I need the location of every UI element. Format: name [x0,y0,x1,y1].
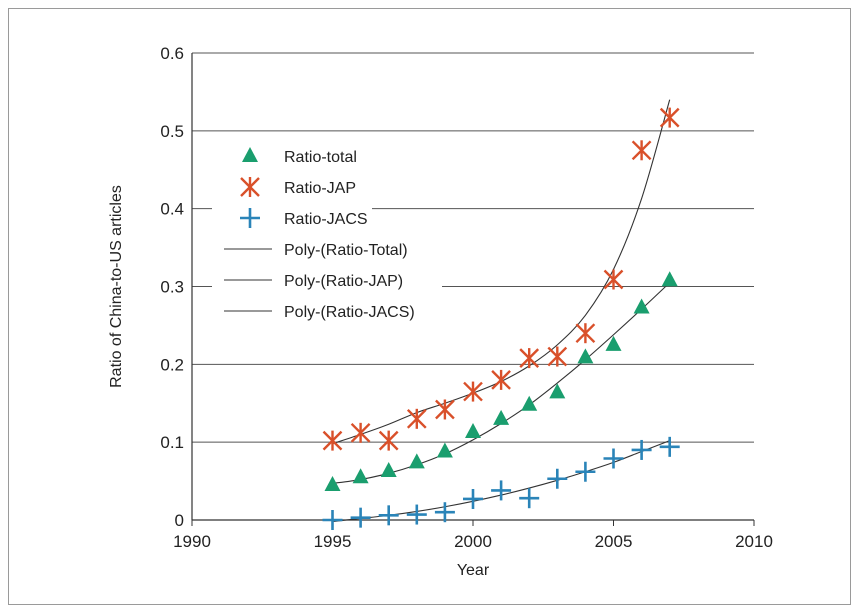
point-asterisk [406,408,427,429]
chart-frame [8,8,851,605]
point-triangle [661,271,678,287]
point-triangle [493,409,510,425]
point-triangle [521,395,538,411]
legend-item-bg [212,173,372,199]
legend-label: Ratio-JAP [284,180,356,197]
legend-marker [240,177,260,197]
point-asterisk [322,430,343,451]
legend-item: Ratio-total [212,142,372,168]
point-plus [322,510,343,530]
point-plus [631,439,652,460]
x-axis-label: Year [457,562,490,579]
y-tick-label: 0.4 [160,200,184,219]
legend-item: Ratio-JACS [212,204,372,230]
y-tick-label: 0.2 [160,355,184,374]
legend-item: Ratio-JAP [212,173,372,199]
point-plus [350,507,371,528]
legend-item: Poly-(Ratio-JACS) [212,297,442,323]
legend-label: Poly-(Ratio-JAP) [284,273,403,290]
y-tick-label: 0 [175,511,184,530]
legend-item-bg [212,235,442,261]
point-asterisk [378,430,399,451]
y-tick-label: 0.3 [160,278,184,297]
legend-marker [242,147,258,162]
legend-item-bg [212,297,442,323]
point-triangle [633,298,650,314]
legend-marker [240,208,260,228]
point-plus [603,448,624,469]
legend-label: Ratio-JACS [284,211,368,228]
point-plus [519,488,540,509]
point-plus [659,436,680,457]
legend-label: Ratio-total [284,149,357,166]
point-plus [434,502,455,523]
point-triangle [577,348,594,364]
legend-item-bg [212,142,372,168]
data-points [322,107,680,530]
y-tick-label: 0.1 [160,433,184,452]
x-tick-label: 1995 [314,532,352,551]
x-tick-label: 2005 [595,532,633,551]
point-triangle [465,423,481,439]
x-tick-label: 1990 [173,532,211,551]
point-plus [406,504,427,525]
point-asterisk [463,381,483,402]
y-tick-label: 0.6 [160,44,184,63]
legend-label: Poly-(Ratio-Total) [284,242,408,259]
point-plus [547,468,568,489]
point-asterisk [547,346,568,367]
legend-label: Poly-(Ratio-JACS) [284,304,415,321]
legend: Ratio-total Ratio-JAP Ratio-JACS Poly-(Rati… [212,142,442,323]
point-triangle [436,442,453,458]
point-asterisk [603,269,624,290]
x-tick-label: 2010 [735,532,773,551]
point-asterisk [575,323,596,344]
x-tick-label: 2000 [454,532,492,551]
point-asterisk [350,422,371,443]
point-triangle [380,461,397,477]
axes [191,53,755,526]
point-asterisk [659,107,680,128]
point-asterisk [491,369,511,390]
y-tick-label: 0.5 [160,122,184,141]
point-triangle [605,335,622,351]
legend-item: Poly-(Ratio-Total) [212,235,442,261]
point-plus [575,461,596,482]
point-triangle [324,475,341,491]
legend-item-bg [212,266,442,292]
legend-item: Poly-(Ratio-JAP) [212,266,442,292]
point-triangle [549,383,566,399]
point-triangle [352,468,369,484]
point-plus [491,480,512,501]
point-plus [463,488,483,509]
point-plus [378,505,399,526]
tick-labels: 0 0.1 0.2 0.3 0.4 0.5 0.6 1990 1995 2000 2005 2010 [160,44,773,551]
point-asterisk [519,348,540,369]
point-triangle [408,453,425,469]
y-axis-label: Ratio of China-to-US articles [108,185,125,388]
trend-line [332,99,671,445]
point-asterisk [631,140,652,161]
legend-item-bg [212,204,372,230]
point-asterisk [435,399,455,420]
